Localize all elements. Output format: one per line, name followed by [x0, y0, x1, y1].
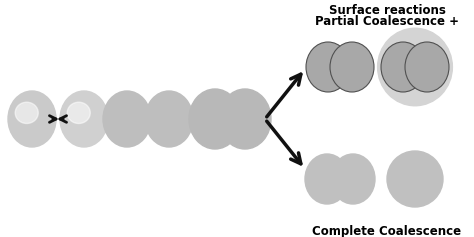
Text: Complete Coalescence: Complete Coalescence	[312, 225, 462, 237]
Ellipse shape	[306, 42, 350, 92]
Ellipse shape	[145, 91, 193, 147]
Ellipse shape	[67, 102, 90, 123]
Text: Surface reactions: Surface reactions	[328, 4, 446, 17]
Ellipse shape	[219, 89, 271, 149]
Ellipse shape	[387, 151, 443, 207]
Ellipse shape	[103, 91, 151, 147]
Ellipse shape	[8, 91, 56, 147]
Ellipse shape	[381, 42, 425, 92]
Ellipse shape	[60, 91, 108, 147]
Ellipse shape	[331, 154, 375, 204]
Ellipse shape	[305, 154, 349, 204]
Ellipse shape	[378, 28, 452, 106]
Ellipse shape	[189, 89, 241, 149]
Ellipse shape	[15, 102, 38, 123]
Text: Partial Coalescence +: Partial Coalescence +	[315, 15, 459, 28]
Ellipse shape	[405, 42, 449, 92]
Ellipse shape	[330, 42, 374, 92]
